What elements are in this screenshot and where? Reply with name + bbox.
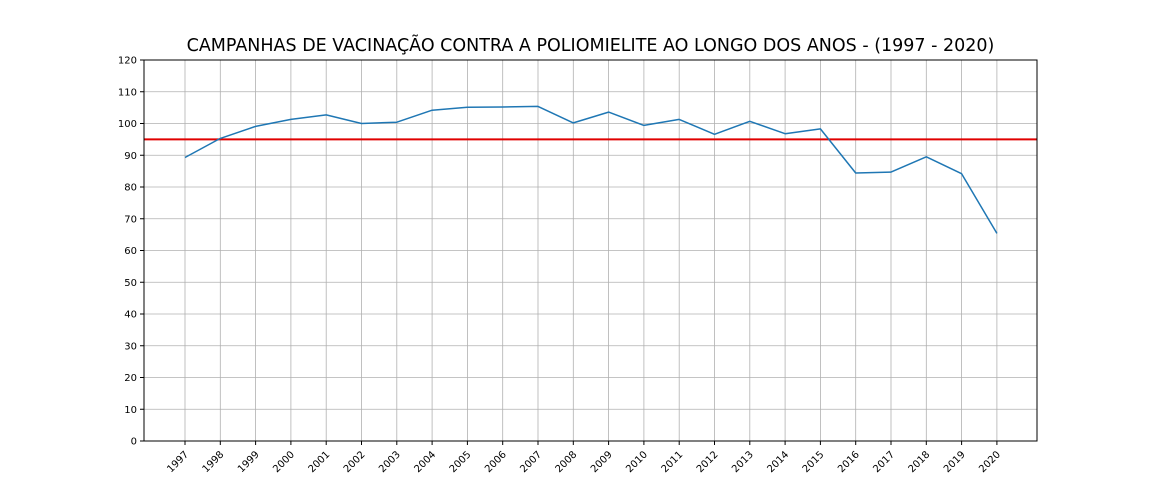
x-tick-label: 2015 [801,449,827,475]
data-point [889,170,894,175]
x-tick-label: 2002 [342,449,368,475]
x-tick-label: 2011 [660,449,686,475]
y-tick-label: 90 [124,151,137,162]
y-tick-label: 0 [131,437,137,448]
data-point [183,155,188,160]
x-tick-label: 2000 [271,449,297,475]
data-point [783,131,788,136]
x-tick-label: 2019 [942,449,968,475]
y-tick-label: 50 [124,278,137,289]
data-point [324,112,329,117]
data-point [288,117,293,122]
data-point [253,124,258,129]
data-point [500,104,505,109]
y-tick-label: 10 [124,405,137,416]
x-tick-label: 2012 [695,449,721,475]
y-tick-label: 40 [124,310,137,321]
y-tick-label: 70 [124,214,137,225]
x-tick-label: 2014 [765,449,791,475]
y-axis-ticks: 0 10 20 30 40 50 60 70 80 90 100 110 120 [118,56,144,448]
series-line [184,105,998,234]
x-tick-label: 2016 [836,449,862,475]
x-tick-label: 2013 [730,449,756,475]
data-point [359,121,364,126]
x-tick-label: 2005 [448,449,474,475]
x-tick-label: 2006 [483,449,509,475]
data-point [712,132,717,137]
x-tick-label: 2009 [589,449,615,475]
data-point [994,231,999,236]
series-layer [183,104,999,236]
x-tick-label: 2001 [307,449,333,475]
x-tick-label: 2008 [554,449,580,475]
data-point [818,126,823,131]
data-point [536,104,541,109]
x-tick-label: 2003 [377,449,403,475]
data-point [218,136,223,141]
y-tick-label: 60 [124,246,137,257]
data-point [853,171,858,176]
x-axis-ticks: 1997 1998 1999 2000 2001 2002 2003 2004 2005 2006… [165,441,1003,475]
data-point [394,120,399,125]
data-point [959,171,964,176]
data-point [571,120,576,125]
data-point [430,108,435,113]
x-tick-label: 2004 [412,449,438,475]
chart-title: CAMPANHAS DE VACINAÇÃO CONTRA A POLIOMIE… [186,36,995,56]
data-point [747,119,752,124]
data-point [641,123,646,128]
y-tick-label: 30 [124,341,137,352]
y-tick-label: 120 [118,56,137,67]
x-tick-label: 2010 [624,449,650,475]
data-point [924,154,929,159]
x-tick-label: 2007 [518,449,544,475]
y-tick-label: 20 [124,373,137,384]
data-point [677,117,682,122]
x-tick-label: 2017 [871,449,897,475]
x-tick-label: 1997 [165,449,191,475]
x-tick-label: 2020 [977,449,1003,475]
data-point [606,110,611,115]
y-tick-label: 80 [124,183,137,194]
x-tick-label: 1999 [236,449,262,475]
y-tick-label: 100 [118,119,137,130]
y-tick-label: 110 [118,87,137,98]
data-point [465,105,470,110]
x-tick-label: 1998 [201,449,227,475]
x-tick-label: 2018 [907,449,933,475]
